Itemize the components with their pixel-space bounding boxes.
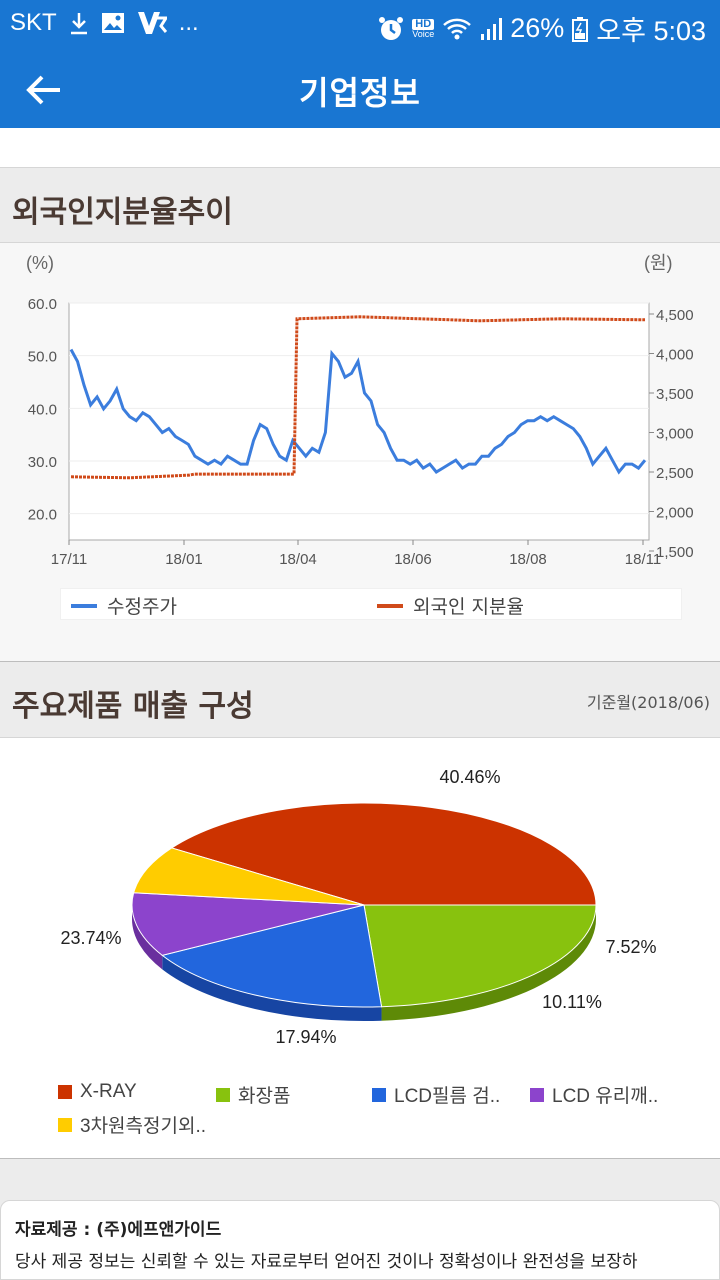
data-source-label: 자료제공 : (주)에프앤가이드	[15, 1220, 222, 1240]
right-tick-label: 4,000	[656, 347, 694, 364]
legend-swatch-price	[71, 603, 97, 608]
pie-slice-side	[132, 905, 163, 970]
right-tick-label: 3,000	[656, 426, 694, 443]
pie-legend-item: X-RAY	[58, 1081, 137, 1103]
pie-legend-label: 3차원측정기외..	[80, 1116, 207, 1137]
clock: 오후 5:03	[596, 16, 706, 46]
product-sales-header: 주요제품 매출 구성 기준월(2018/06)	[0, 663, 720, 737]
section-title-foreign: 외국인지분율추이	[12, 195, 233, 230]
legend-item-price: 수정주가	[71, 592, 177, 619]
pie-slice[interactable]	[133, 847, 365, 906]
x-tick-label: 18/11	[625, 551, 661, 568]
v3-app-icon	[137, 12, 167, 34]
legend-item-foreign: 외국인 지분율	[377, 592, 524, 619]
pie-legend-item: LCD필름 검..	[372, 1081, 500, 1108]
product-sales-pie: 40.46% 23.74% 17.94% 10.11% 7.52%	[60, 767, 656, 1047]
pie-slice[interactable]	[363, 904, 597, 1008]
foreign-ratio-series-line	[70, 315, 646, 480]
left-tick-label: 60.0	[28, 296, 57, 313]
download-icon	[70, 13, 87, 35]
foreign-ownership-chart: (%) (원) 60.0 50.0 40.0 30.0 20.0 4,500 4,000 3,…	[26, 253, 694, 568]
pie-slice-label: 23.74%	[60, 928, 121, 948]
data-source-card: 자료제공 : (주)에프앤가이드 당사 제공 정보는 신뢰할 수 있는 자료로부…	[0, 1200, 720, 1280]
pie-legend-swatch	[372, 1087, 386, 1102]
carrier-label: SKT	[10, 9, 57, 36]
legend-swatch-foreign	[377, 603, 403, 608]
right-tick-label: 1,500	[656, 544, 694, 561]
hd-voice-icon: HD Voice	[412, 17, 435, 39]
signal-icon	[481, 17, 503, 40]
alarm-icon	[379, 16, 404, 40]
pie-legend-swatch	[530, 1087, 544, 1102]
foreign-ownership-card: (%) (원) 60.0 50.0 40.0 30.0 20.0 4,500 4,000 3,…	[0, 242, 720, 662]
info-card-remnant	[0, 128, 720, 168]
pie-slice[interactable]	[161, 904, 383, 1008]
pie-legend-label: X-RAY	[80, 1081, 137, 1102]
left-tick-label: 40.0	[28, 401, 57, 418]
pie-legend-label: 화장품	[238, 1086, 291, 1107]
pie-legend-label: LCD필름 검..	[394, 1086, 501, 1107]
status-bar: SKT ... HD Voice 26% 오후 5:03	[0, 0, 720, 50]
section-title-product: 주요제품 매출 구성	[12, 689, 254, 724]
pie-legend-label: LCD 유리깨..	[552, 1086, 659, 1107]
product-sales-card: 40.46% 23.74% 17.94% 10.11% 7.52% X-RAY 화장품 LC…	[0, 737, 720, 1159]
battery-icon	[572, 16, 589, 42]
left-tick-label: 50.0	[28, 349, 57, 366]
foreign-ownership-header: 외국인지분율추이	[0, 170, 720, 242]
right-tick-label: 2,000	[656, 505, 694, 522]
x-tick-label: 18/04	[279, 551, 317, 568]
pie-slice[interactable]	[170, 802, 597, 906]
base-month-label: 기준월(2018/06)	[586, 693, 710, 712]
back-arrow-icon[interactable]	[22, 68, 66, 112]
x-tick-label: 17/11	[51, 551, 87, 568]
pie-legend-item: LCD 유리깨..	[530, 1081, 658, 1108]
pie-legend-item: 화장품	[216, 1081, 290, 1108]
page-title: 기업정보	[299, 74, 421, 112]
app-bar: 기업정보	[0, 50, 720, 128]
pie-slice-label: 10.11%	[542, 992, 602, 1012]
left-tick-label: 20.0	[28, 507, 57, 524]
disclaimer-text: 당사 제공 정보는 신뢰할 수 있는 자료로부터 얻어진 것이나 정확성이나 완…	[15, 1252, 638, 1272]
pie-slice-side	[381, 905, 596, 1021]
right-tick-label: 2,500	[656, 465, 694, 482]
gallery-icon	[101, 13, 124, 33]
x-tick-label: 18/08	[509, 551, 547, 568]
pie-slice-label: 7.52%	[605, 937, 656, 957]
pie-slice-label: 40.46%	[439, 767, 500, 787]
pie-slice-side	[162, 955, 382, 1021]
price-series-line	[69, 348, 647, 475]
pie-legend-swatch	[58, 1117, 72, 1132]
left-tick-label: 30.0	[28, 454, 57, 471]
right-axis-unit: (원)	[644, 253, 673, 273]
line-chart-legend: 수정주가 외국인 지분율	[60, 588, 682, 620]
battery-percent: 26%	[510, 13, 565, 43]
x-tick-label: 18/06	[394, 551, 432, 568]
more-notifications: ...	[178, 9, 199, 36]
left-axis-unit: (%)	[26, 253, 54, 273]
right-tick-label: 3,500	[656, 386, 694, 403]
right-tick-label: 4,500	[656, 307, 694, 324]
pie-legend-item: 3차원측정기외..	[58, 1111, 206, 1138]
x-tick-label: 18/01	[165, 551, 203, 568]
pie-slice[interactable]	[131, 892, 365, 956]
pie-legend-swatch	[58, 1085, 72, 1099]
pie-slice-label: 17.94%	[275, 1027, 336, 1047]
wifi-icon	[443, 18, 472, 39]
pie-legend-swatch	[216, 1087, 230, 1102]
